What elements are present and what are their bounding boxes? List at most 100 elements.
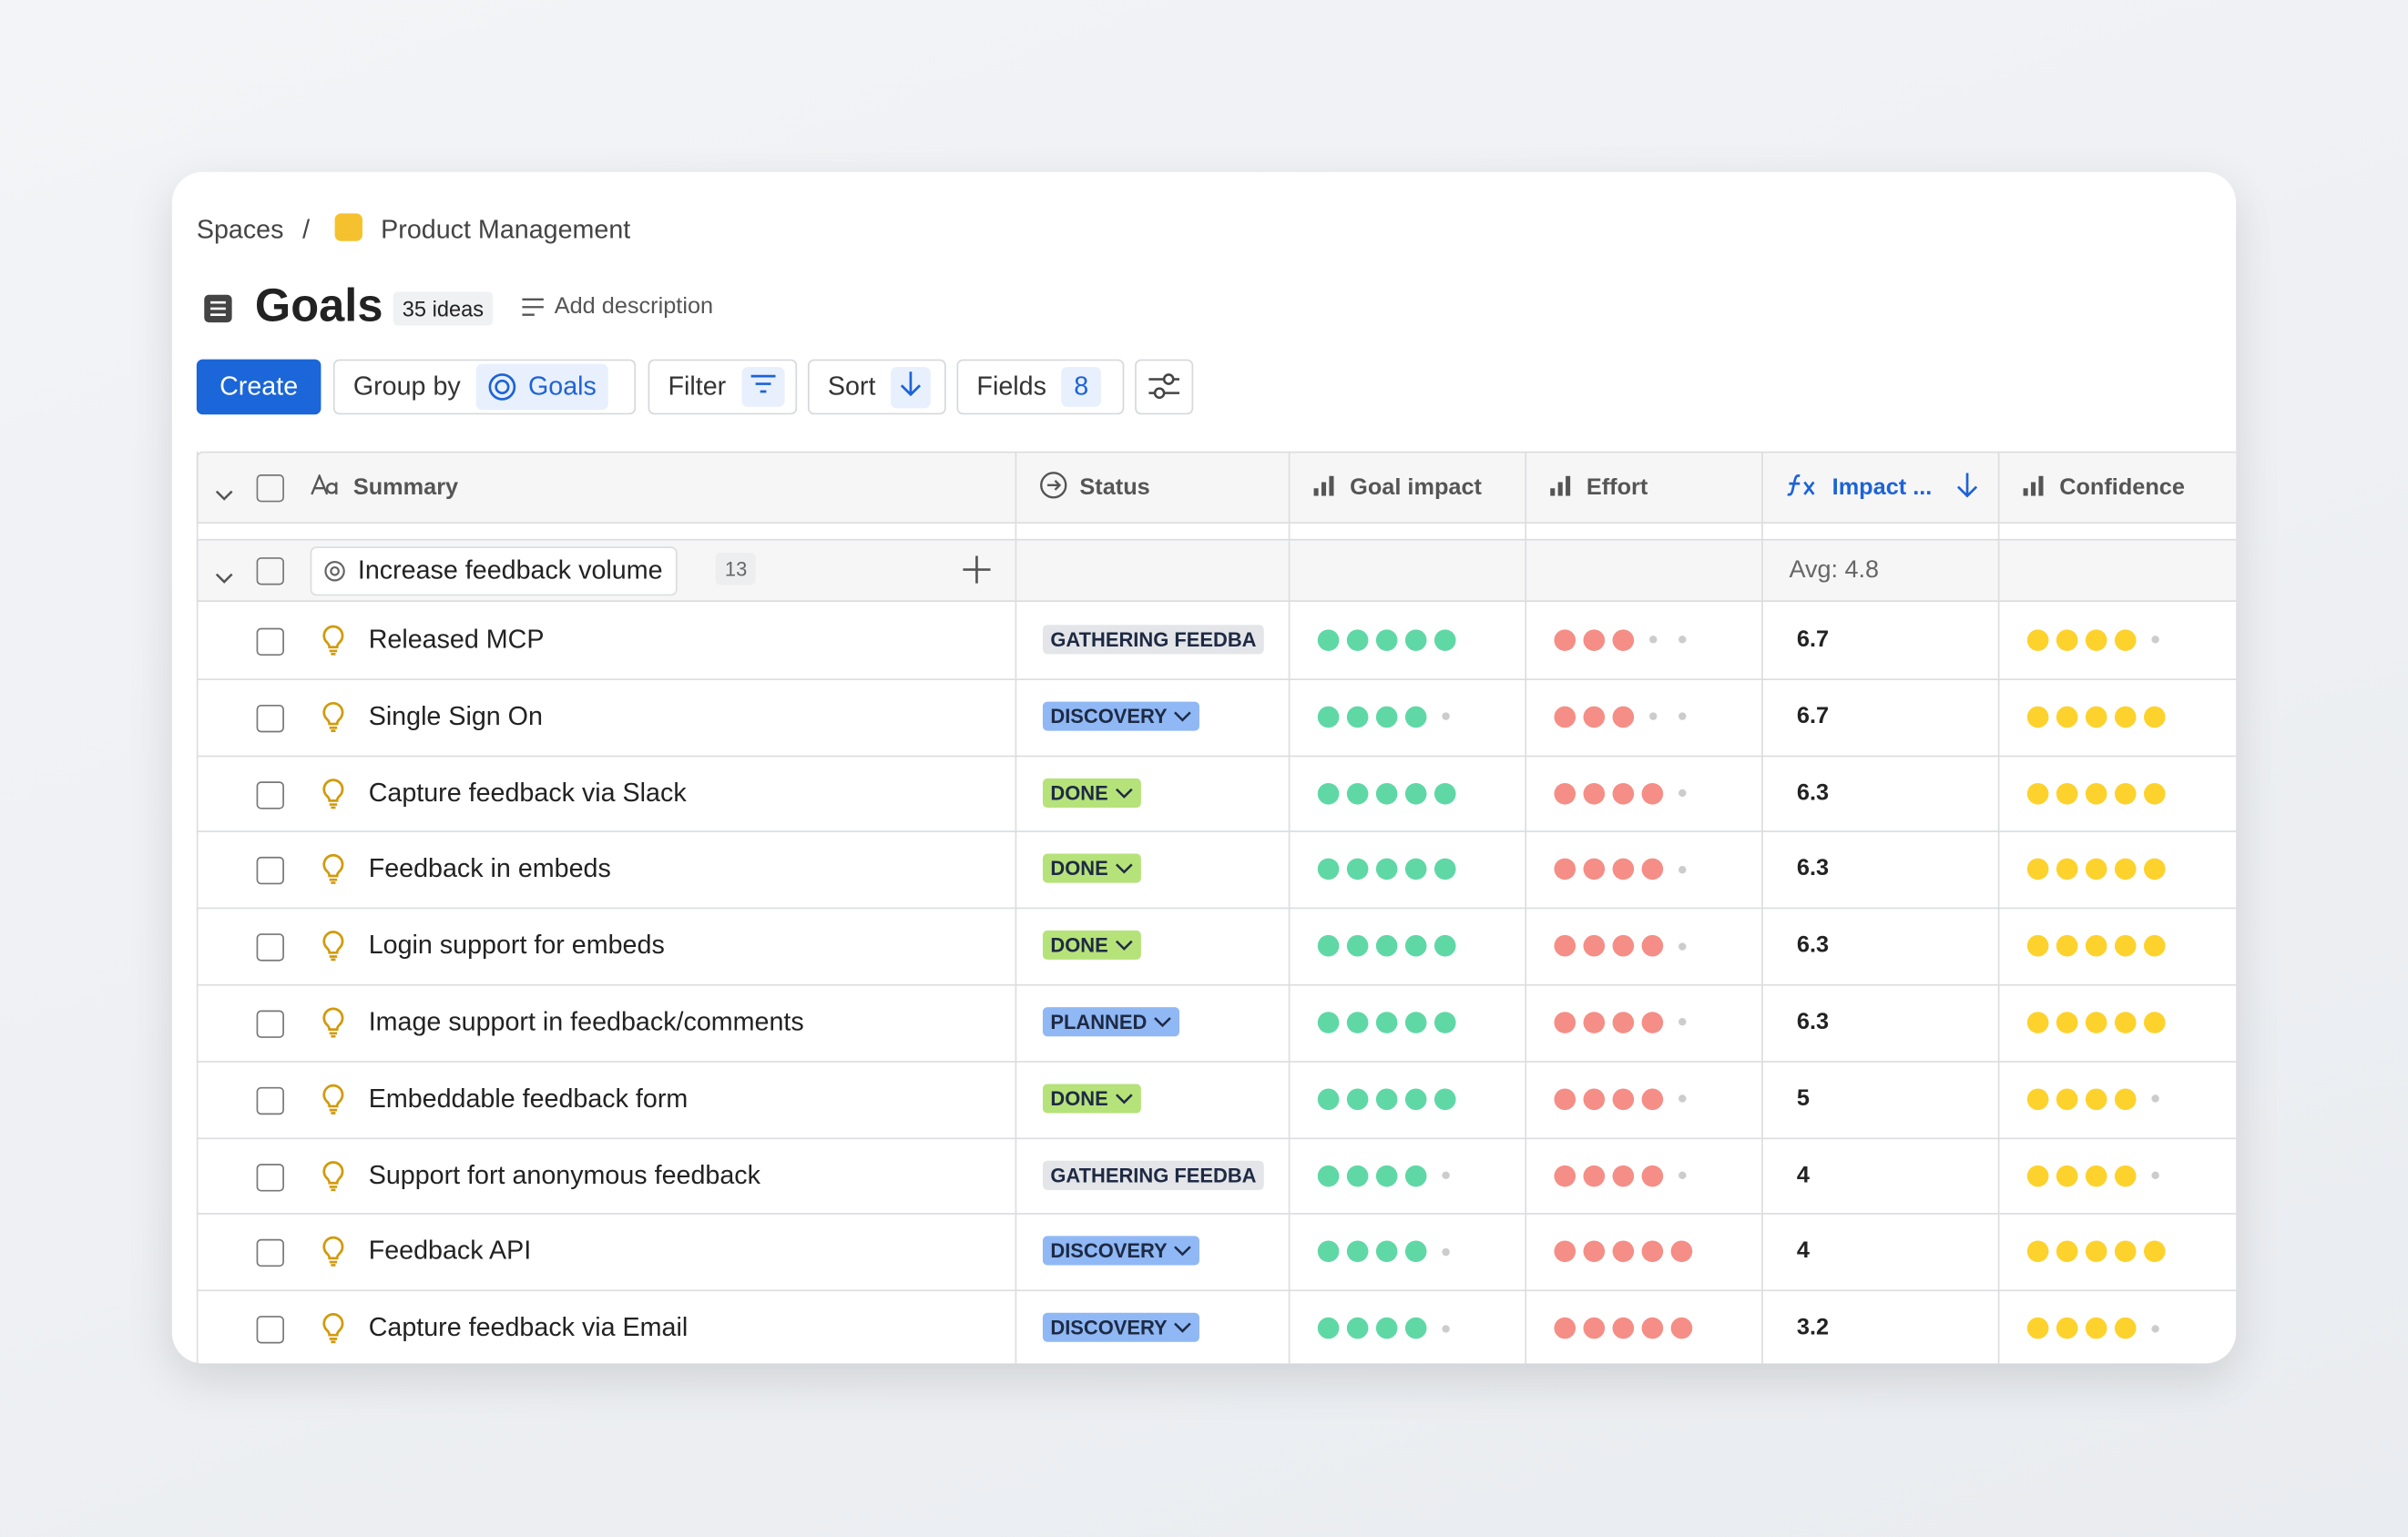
add-description[interactable]: Add description xyxy=(554,293,714,320)
goal-icon xyxy=(488,373,516,401)
status-badge[interactable]: PLANNED xyxy=(1042,1006,1179,1037)
collapse-chevron[interactable] xyxy=(215,565,233,593)
rating-dot xyxy=(2026,859,2049,880)
rating-dot xyxy=(1346,859,1369,880)
column-header[interactable]: Goal impact xyxy=(1313,452,1519,524)
status-badge[interactable]: GATHERING FEEDBA xyxy=(1042,1159,1264,1189)
row-checkbox[interactable] xyxy=(256,1086,284,1115)
rating-dot xyxy=(1317,1012,1340,1033)
rating-dot xyxy=(2056,935,2078,957)
rating-dot xyxy=(1641,1012,1664,1033)
idea-icon xyxy=(321,701,345,739)
row-divider xyxy=(196,1136,2237,1139)
rating-dot xyxy=(1346,1088,1369,1110)
description-icon xyxy=(522,298,544,316)
row-checkbox[interactable] xyxy=(256,627,284,656)
row-checkbox[interactable] xyxy=(256,1316,284,1344)
rating-dot xyxy=(1346,629,1369,651)
rating-dot xyxy=(1375,935,1398,957)
rating-dot xyxy=(1404,1088,1427,1110)
rating-dot xyxy=(1583,1012,1606,1033)
group-by-button[interactable]: Group by Goals xyxy=(332,359,637,415)
status-badge[interactable]: DONE xyxy=(1042,1083,1141,1113)
rating-dot xyxy=(1583,859,1606,880)
filter-button[interactable]: Filter xyxy=(648,359,798,415)
row-checkbox[interactable] xyxy=(256,933,284,962)
column-header[interactable]: Impact ... xyxy=(1786,452,1992,524)
status-badge[interactable]: GATHERING FEEDBA xyxy=(1042,625,1264,655)
status-badge[interactable]: DISCOVERY xyxy=(1042,1236,1200,1266)
column-header[interactable]: Summary xyxy=(311,452,1006,524)
rating-dot-empty xyxy=(2150,1094,2158,1104)
rating-dot xyxy=(1554,1012,1576,1033)
group-checkbox[interactable] xyxy=(256,557,284,585)
rating-dot xyxy=(2026,1012,2049,1033)
rating-dot-empty xyxy=(1678,712,1686,721)
idea-summary[interactable]: Embeddable feedback form xyxy=(368,1083,689,1113)
idea-summary[interactable]: Feedback in embeds xyxy=(368,854,611,884)
status-badge[interactable]: DONE xyxy=(1042,778,1141,808)
status-label: DONE xyxy=(1050,857,1108,880)
idea-summary[interactable]: Support fort anonymous feedback xyxy=(368,1159,760,1189)
filter-label: Filter xyxy=(668,372,727,402)
rating-dot xyxy=(2143,706,2166,728)
status-badge[interactable]: DISCOVERY xyxy=(1042,701,1200,731)
add-idea[interactable] xyxy=(963,555,991,591)
group-name: Increase feedback volume xyxy=(357,555,663,585)
settings-button[interactable] xyxy=(1135,359,1194,415)
row-checkbox[interactable] xyxy=(256,857,284,885)
rating-dot xyxy=(1375,782,1398,804)
idea-summary[interactable]: Capture feedback via Slack xyxy=(368,778,687,808)
idea-summary[interactable]: Released MCP xyxy=(368,625,545,655)
row-divider xyxy=(196,754,2237,757)
breadcrumb-root[interactable]: Spaces xyxy=(196,215,284,245)
rating-dot xyxy=(1641,782,1664,804)
status-label: GATHERING FEEDBA xyxy=(1050,1163,1257,1186)
column-header[interactable]: Effort xyxy=(1549,452,1755,524)
row-checkbox[interactable] xyxy=(256,780,284,809)
status-label: GATHERING FEEDBA xyxy=(1050,627,1257,651)
breadcrumb-separator: / xyxy=(302,215,311,245)
rating-dot xyxy=(1554,859,1576,880)
breadcrumb-space[interactable]: Product Management xyxy=(381,215,631,245)
idea-icon xyxy=(321,1007,345,1045)
status-badge[interactable]: DISCOVERY xyxy=(1042,1312,1200,1342)
impact-score: 6.3 xyxy=(1796,1008,1830,1035)
rating-dot xyxy=(1404,859,1427,880)
status-label: DISCOVERY xyxy=(1050,1239,1168,1263)
card: Spaces / Product Management Goals 35 ide… xyxy=(171,171,2237,1364)
column-header[interactable]: Status xyxy=(1040,452,1282,524)
idea-summary[interactable]: Feedback API xyxy=(368,1236,532,1266)
sort-label: Sort xyxy=(827,372,876,402)
column-title: Impact ... xyxy=(1832,474,1933,501)
idea-summary[interactable]: Single Sign On xyxy=(368,701,543,731)
rating-dot xyxy=(2026,1088,2049,1110)
rating-dot-empty xyxy=(1678,1018,1686,1027)
rating-dot xyxy=(2056,1164,2078,1186)
collapse-chevron[interactable] xyxy=(215,482,233,509)
idea-summary[interactable]: Image support in feedback/comments xyxy=(368,1006,804,1037)
status-badge[interactable]: DONE xyxy=(1042,854,1141,884)
idea-summary[interactable]: Login support for embeds xyxy=(368,931,665,961)
rating-dot xyxy=(1583,1317,1606,1339)
row-checkbox[interactable] xyxy=(256,704,284,732)
rating-dot xyxy=(2026,935,2049,957)
column-header[interactable]: Confidence xyxy=(2023,452,2230,524)
sort-button[interactable]: Sort xyxy=(807,359,946,415)
select-all-checkbox[interactable] xyxy=(256,474,284,503)
idea-icon xyxy=(321,778,345,816)
rating-dot xyxy=(2143,782,2166,804)
group-chip[interactable]: Increase feedback volume xyxy=(310,546,679,596)
fields-count: 8 xyxy=(1061,367,1101,407)
idea-summary[interactable]: Capture feedback via Email xyxy=(368,1312,689,1342)
row-checkbox[interactable] xyxy=(256,1163,284,1191)
row-checkbox[interactable] xyxy=(256,1010,284,1038)
rating-dot xyxy=(1404,1240,1427,1263)
create-button[interactable]: Create xyxy=(196,359,321,415)
status-badge[interactable]: DONE xyxy=(1042,931,1141,961)
impact-score: 6.3 xyxy=(1796,931,1830,959)
fields-button[interactable]: Fields 8 xyxy=(956,359,1125,415)
space-icon xyxy=(334,213,362,241)
rating-dot xyxy=(1670,1317,1693,1339)
row-checkbox[interactable] xyxy=(256,1239,284,1267)
